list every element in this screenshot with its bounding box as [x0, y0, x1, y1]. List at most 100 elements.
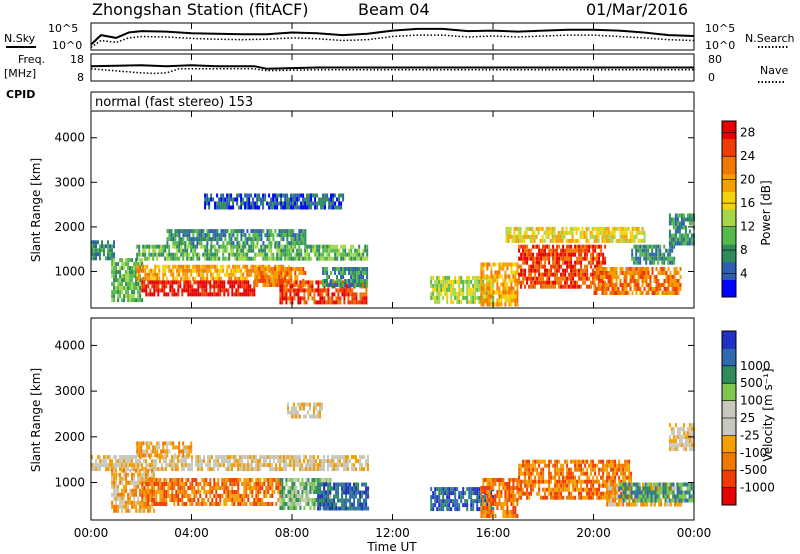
heatmap-cell: [117, 508, 120, 513]
heatmap-cell: [572, 276, 575, 281]
heatmap-cell: [183, 490, 186, 494]
heatmap-cell: [615, 287, 618, 291]
heatmap-cell: [604, 244, 607, 249]
heatmap-cell: [188, 252, 191, 257]
heatmap-cell: [301, 288, 304, 293]
heatmap-cell: [141, 467, 143, 472]
heatmap-cell: [176, 272, 179, 277]
heatmap-cell: [262, 244, 265, 249]
heatmap-cell: [528, 272, 531, 277]
heatmap-cell: [115, 455, 117, 460]
heatmap-cell: [205, 494, 208, 498]
heatmap-cell: [160, 244, 163, 249]
heatmap-cell: [184, 272, 187, 277]
heatmap-cell: [450, 279, 453, 284]
heatmap-cell: [292, 248, 295, 253]
heatmap-cell: [343, 490, 346, 495]
heatmap-cell: [183, 494, 186, 498]
heatmap-cell: [149, 494, 152, 498]
heatmap-cell: [265, 490, 268, 494]
heatmap-cell: [317, 292, 320, 297]
heatmap-cell: [195, 280, 198, 285]
heatmap-cell: [542, 272, 545, 277]
heatmap-cell: [602, 252, 605, 257]
heatmap-cell: [476, 491, 479, 496]
heatmap-cell: [365, 486, 368, 491]
heatmap-cell: [350, 271, 353, 275]
heatmap-cell: [355, 292, 358, 297]
heatmap-cell: [244, 193, 247, 198]
heatmap-cell: [528, 264, 531, 269]
heatmap-cell: [196, 268, 199, 273]
heatmap-cell: [188, 233, 191, 238]
heatmap-cell: [325, 300, 328, 305]
heatmap-cell: [248, 197, 251, 202]
heatmap-cell: [257, 490, 260, 494]
heatmap-cell: [210, 229, 213, 234]
heatmap-cell: [553, 226, 556, 231]
heatmap-cell: [205, 284, 208, 289]
heatmap-cell: [231, 482, 234, 486]
heatmap-cell: [185, 490, 188, 494]
heatmap-cell: [268, 233, 271, 238]
heatmap-cell: [309, 292, 312, 297]
heatmap-cell: [250, 237, 253, 242]
heatmap-cell: [613, 275, 616, 279]
heatmap-cell: [534, 256, 537, 261]
heatmap-cell: [123, 455, 125, 460]
heatmap-cell: [143, 504, 146, 509]
heatmap-cell: [293, 498, 296, 502]
heatmap-cell: [121, 278, 124, 283]
heatmap-cell: [520, 483, 523, 488]
heatmap-cell: [492, 482, 495, 486]
heatmap-cell: [655, 279, 658, 283]
heatmap-cell: [488, 302, 491, 307]
heatmap-cell: [347, 506, 350, 511]
heatmap-cell: [136, 276, 139, 281]
heatmap-cell: [143, 486, 146, 490]
heatmap-cell: [245, 288, 248, 293]
heatmap-cell: [227, 288, 230, 293]
heatmap-cell: [335, 467, 337, 472]
colorbar-tick-label: 4: [740, 267, 748, 281]
heatmap-cell: [187, 467, 189, 472]
heatmap-cell: [551, 234, 554, 239]
heatmap-cell: [211, 292, 214, 297]
heatmap-cell: [240, 252, 243, 257]
heatmap-cell: [319, 482, 322, 487]
heatmap-cell: [207, 482, 210, 486]
heatmap-cell: [119, 463, 121, 468]
heatmap-cell: [157, 490, 160, 494]
heatmap-cell: [188, 237, 191, 242]
heatmap-cell: [472, 295, 475, 300]
heatmap-cell: [97, 240, 99, 245]
heatmap-cell: [280, 205, 283, 210]
heatmap-cell: [188, 264, 191, 269]
heatmap-cell: [173, 478, 176, 482]
heatmap-cell: [117, 270, 120, 275]
heatmap-cell: [436, 279, 439, 284]
heatmap-cell: [655, 256, 658, 261]
heatmap-cell: [335, 482, 338, 487]
heatmap-cell: [456, 507, 459, 512]
heatmap-cell: [525, 226, 528, 231]
heatmap-cell: [482, 290, 485, 295]
heatmap-cell: [682, 225, 685, 230]
heatmap-cell: [123, 488, 126, 493]
heatmap-cell: [609, 291, 612, 295]
heatmap-cell: [284, 275, 287, 279]
heatmap-cell: [225, 482, 228, 486]
heatmap-cell: [554, 264, 557, 269]
heatmap-cell: [623, 283, 626, 287]
heatmap-cell: [434, 499, 437, 504]
heatmap-cell: [268, 283, 271, 287]
heatmap-cell: [241, 482, 244, 486]
heatmap-cell: [316, 248, 319, 253]
heatmap-cell: [281, 498, 284, 502]
heatmap-cell: [177, 494, 180, 498]
heatmap-cell: [286, 252, 289, 257]
heatmap-cell: [436, 499, 439, 504]
heatmap-cell: [341, 482, 344, 487]
heatmap-cell: [362, 271, 365, 275]
heatmap-cell: [250, 201, 253, 206]
